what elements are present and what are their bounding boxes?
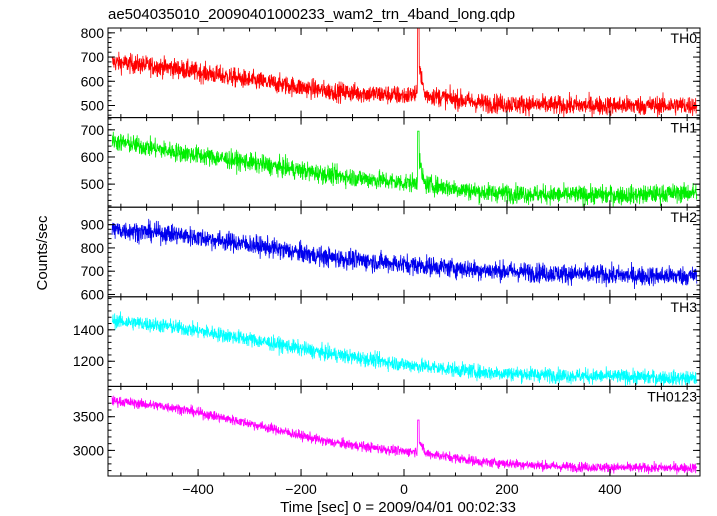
y-tick-label: 600 [81,73,105,89]
y-tick-label: 800 [81,25,105,41]
y-tick-label: 3000 [73,442,104,458]
chart-title: ae504035010_20090401000233_wam2_trn_4ban… [108,6,515,23]
y-tick-label: 600 [81,286,105,302]
panel-th0123: TH0123 3000 3500 [73,385,701,477]
panel-label: TH3 [671,299,698,315]
panels: TH0 500 600 700 800 TH1 500 600 700 TH2 600 700 800 9… [73,25,701,497]
panel-th2: TH2 600 700 800 900 [81,206,701,302]
y-tick-label: 500 [81,97,105,113]
panel-label: TH2 [671,209,698,225]
panel-frame [107,206,701,298]
panel-th0: TH0 500 600 700 800 [81,25,701,119]
x-axis-label: Time [sec] 0 = 2009/04/01 00:02:33 [280,499,516,516]
x-tick-label: −400 [182,481,214,497]
series-line-th3 [111,311,698,387]
y-tick-label: 600 [81,149,105,165]
series-line-th1 [111,130,698,208]
panel-label: TH0123 [647,388,697,404]
panel-label: TH0 [671,30,698,46]
y-tick-label: 700 [81,122,105,138]
series-line-th2 [111,218,698,289]
panel-frame [107,385,701,477]
y-tick-label: 1400 [73,322,104,338]
y-tick-label: 500 [81,176,105,192]
y-tick-label: 900 [81,217,105,233]
x-tick-label: −200 [285,481,317,497]
y-tick-label: 800 [81,240,105,256]
x-tick-label: 0 [400,481,408,497]
x-tick-label: 400 [598,481,622,497]
series-line-th0123 [111,395,698,475]
y-tick-label: 3500 [73,409,104,425]
y-tick-label: 1200 [73,353,104,369]
y-tick-label: 700 [81,263,105,279]
panel-th1: TH1 500 600 700 [81,117,701,208]
series-line-th0 [111,28,698,118]
y-tick-label: 700 [81,49,105,65]
y-axis-label: Counts/sec [34,215,51,291]
panel-frame [107,296,701,387]
panel-th3: TH3 1200 1400 [73,296,701,387]
x-tick-label: 200 [495,481,519,497]
panel-label: TH1 [671,120,698,136]
